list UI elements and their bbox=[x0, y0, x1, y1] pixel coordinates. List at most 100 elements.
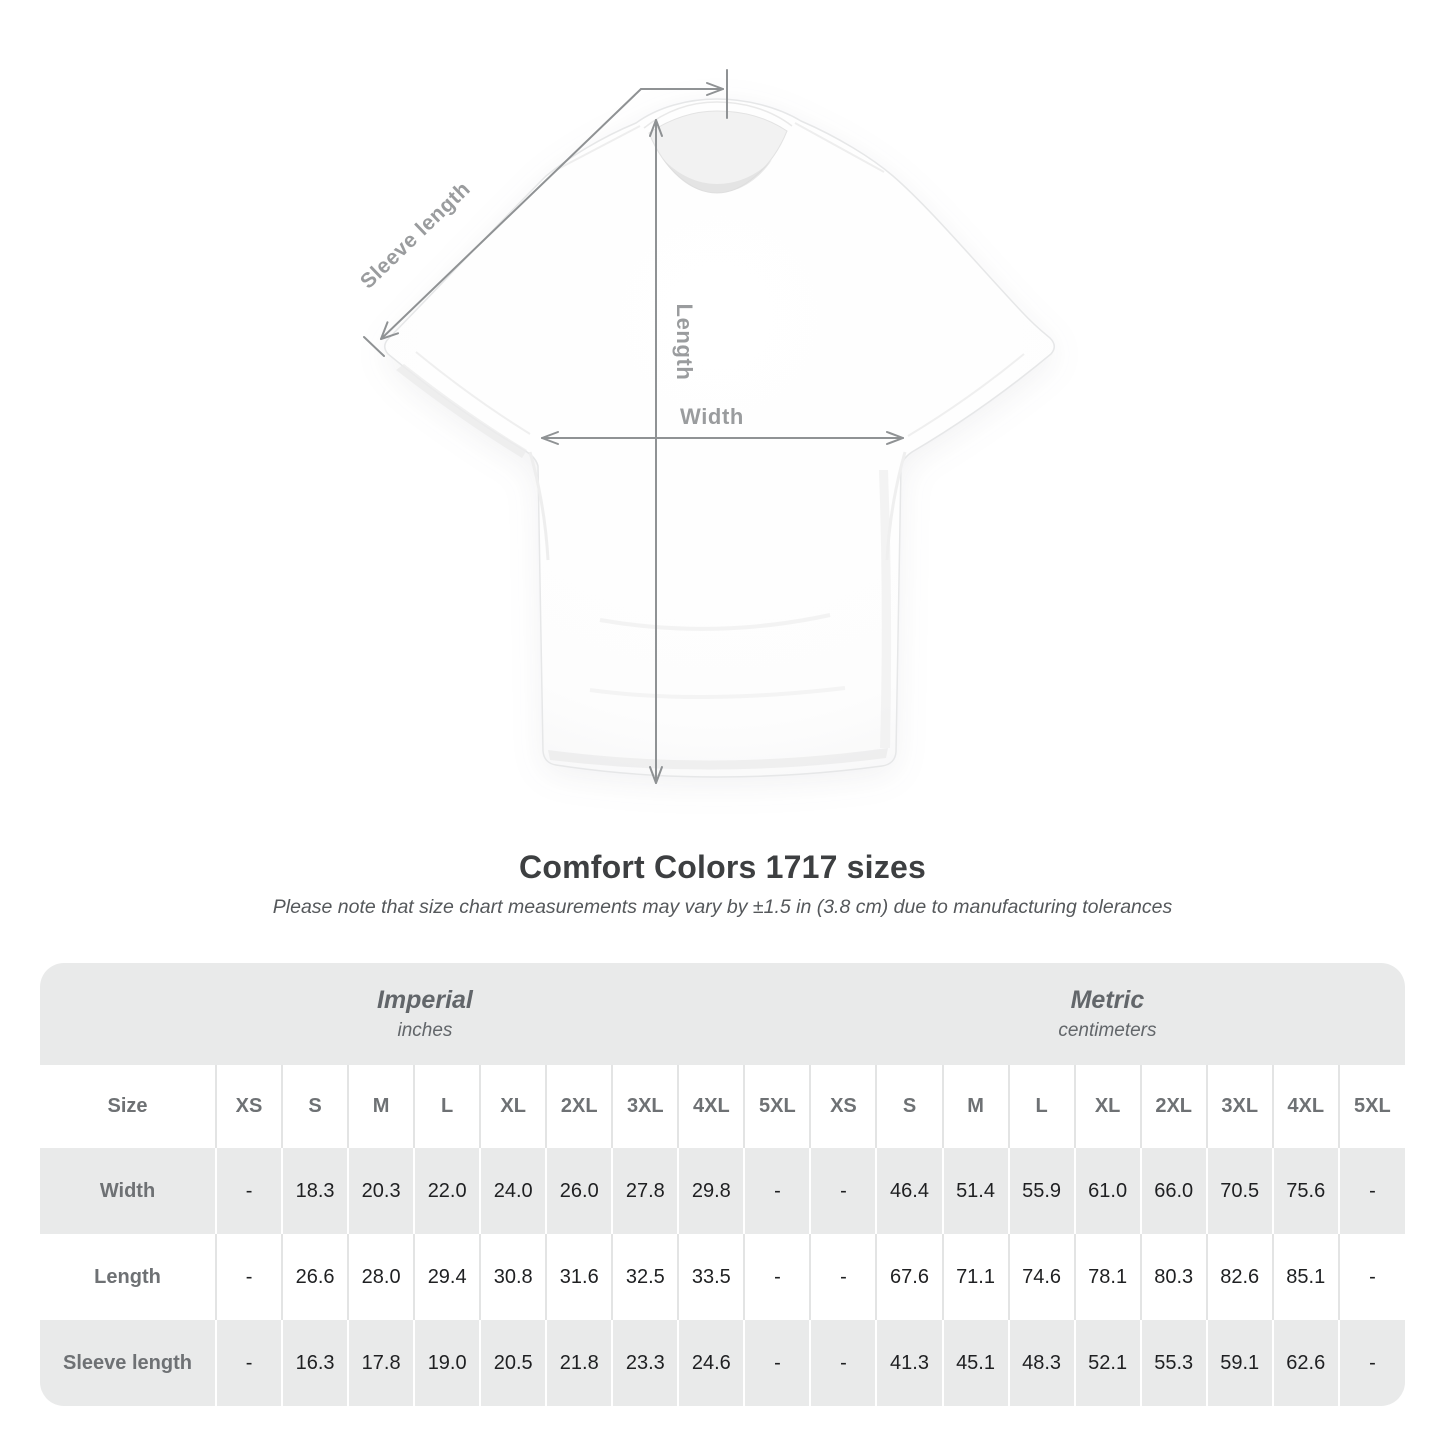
measurement-value: - bbox=[743, 1320, 811, 1406]
tshirt-collar-seam bbox=[643, 101, 793, 129]
measurement-row: Width -18.3 20.3 22.0 24.0 26.0 27.8 29.8- -46.4… bbox=[40, 1148, 1405, 1234]
measurement-value: - bbox=[809, 1234, 877, 1320]
metric-unit-label: centimeters bbox=[1058, 1020, 1157, 1041]
measurement-value: 52.1 bbox=[1073, 1320, 1141, 1406]
size-corner-label: Size bbox=[107, 1095, 148, 1117]
metric-section-header: Metric centimeters bbox=[810, 963, 1405, 1065]
measurement-value: - bbox=[743, 1148, 811, 1234]
tshirt-right-armpit-crease bbox=[885, 451, 907, 561]
measurement-value: - bbox=[809, 1320, 877, 1406]
measurement-value: 74.6 bbox=[1007, 1234, 1075, 1320]
size-column-header: 5XL bbox=[743, 1065, 811, 1148]
measurement-value: 19.0 bbox=[413, 1320, 481, 1406]
size-header-row: Size XS S M L XL 2XL 3XL 4XL 5XL XS S M L XL 2XL 3XL 4XL 5… bbox=[40, 1065, 1405, 1148]
measurement-value: 28.0 bbox=[347, 1234, 415, 1320]
measurement-value: 16.3 bbox=[281, 1320, 349, 1406]
size-column-header: XS bbox=[214, 1065, 283, 1148]
measurement-value: 55.3 bbox=[1139, 1320, 1207, 1406]
size-column-header: 4XL bbox=[677, 1065, 745, 1148]
measurement-value: - bbox=[1337, 1320, 1405, 1406]
measurement-value: 80.3 bbox=[1139, 1234, 1207, 1320]
measurement-value: 45.1 bbox=[941, 1320, 1009, 1406]
measurement-value: - bbox=[743, 1234, 811, 1320]
measurement-row-label: Width bbox=[99, 1179, 156, 1202]
imperial-unit-label: inches bbox=[397, 1020, 453, 1041]
measurement-value: 24.6 bbox=[677, 1320, 745, 1406]
tshirt-neck-shadow bbox=[662, 158, 772, 193]
measurement-value: 24.0 bbox=[479, 1148, 547, 1234]
measurement-value: 29.4 bbox=[413, 1234, 481, 1320]
measurement-value: - bbox=[214, 1148, 283, 1234]
measurement-value: 18.3 bbox=[281, 1148, 349, 1234]
unit-band: Imperial inches Metric centimeters bbox=[40, 963, 1405, 1065]
measurement-value: 59.1 bbox=[1205, 1320, 1273, 1406]
measurement-value: 41.3 bbox=[875, 1320, 943, 1406]
measurement-value: 21.8 bbox=[545, 1320, 613, 1406]
width-arrow: Width bbox=[541, 404, 904, 445]
tshirt-right-shoulder-seam bbox=[794, 122, 885, 173]
page-title: Comfort Colors 1717 sizes bbox=[519, 849, 926, 885]
tolerance-note: Please note that size chart measurements… bbox=[272, 896, 1173, 918]
size-column-header: L bbox=[413, 1065, 481, 1148]
measurement-value: 66.0 bbox=[1139, 1148, 1207, 1234]
tshirt-right-sleeve-stitch bbox=[907, 353, 1025, 437]
tshirt-hem-shadow bbox=[548, 748, 888, 770]
size-column-header: XS bbox=[809, 1065, 877, 1148]
size-column-header: M bbox=[941, 1065, 1009, 1148]
size-table: Imperial inches Metric centimeters Size X… bbox=[40, 963, 1405, 1406]
imperial-section-header: Imperial inches bbox=[40, 963, 810, 1065]
measurement-value: 78.1 bbox=[1073, 1234, 1141, 1320]
tshirt-left-sleeve-stitch bbox=[415, 351, 531, 435]
tshirt-measurement-diagram: Sleeve length Length Width bbox=[356, 69, 1055, 784]
size-column-header: L bbox=[1007, 1065, 1075, 1148]
measurement-value: 30.8 bbox=[479, 1234, 547, 1320]
measurement-value: 85.1 bbox=[1271, 1234, 1339, 1320]
tshirt-wrinkle bbox=[589, 686, 846, 700]
size-column-header: 5XL bbox=[1337, 1065, 1405, 1148]
size-column-header: 2XL bbox=[545, 1065, 613, 1148]
tshirt-wrinkle bbox=[599, 613, 831, 631]
measurement-value: 32.5 bbox=[611, 1234, 679, 1320]
size-column-header: 3XL bbox=[1205, 1065, 1273, 1148]
measurement-value: 62.6 bbox=[1271, 1320, 1339, 1406]
measurement-value: 67.6 bbox=[875, 1234, 943, 1320]
measurement-value: 23.3 bbox=[611, 1320, 679, 1406]
measurement-value: 27.8 bbox=[611, 1148, 679, 1234]
measurement-row-label: Sleeve length bbox=[63, 1351, 192, 1374]
imperial-label: Imperial bbox=[376, 986, 473, 1014]
tshirt-left-sleeve-shadow bbox=[396, 364, 527, 458]
measurement-value: 20.3 bbox=[347, 1148, 415, 1234]
width-label: Width bbox=[680, 404, 744, 429]
measurement-row: Length -26.6 28.0 29.4 30.8 31.6 32.5 33.5- -67.… bbox=[40, 1234, 1405, 1320]
measurement-value: 71.1 bbox=[941, 1234, 1009, 1320]
measurement-value: 31.6 bbox=[545, 1234, 613, 1320]
measurement-value: 70.5 bbox=[1205, 1148, 1273, 1234]
tshirt-left-armpit-crease bbox=[528, 451, 550, 561]
measurement-value: 46.4 bbox=[875, 1148, 943, 1234]
measurement-value: 22.0 bbox=[413, 1148, 481, 1234]
measurement-value: 55.9 bbox=[1007, 1148, 1075, 1234]
size-column-header: 4XL bbox=[1271, 1065, 1339, 1148]
measurement-value: - bbox=[809, 1148, 877, 1234]
measurement-value: - bbox=[1337, 1148, 1405, 1234]
measurement-value: 61.0 bbox=[1073, 1148, 1141, 1234]
measurement-row: Sleeve length -16.3 17.8 19.0 20.5 21.8 23.3 24… bbox=[40, 1320, 1405, 1406]
size-column-header: XL bbox=[479, 1065, 547, 1148]
measurement-value: - bbox=[1337, 1234, 1405, 1320]
measurement-value: 75.6 bbox=[1271, 1148, 1339, 1234]
measurement-value: 20.5 bbox=[479, 1320, 547, 1406]
metric-label: Metric bbox=[1070, 986, 1145, 1014]
measurement-value: 29.8 bbox=[677, 1148, 745, 1234]
measurement-value: - bbox=[214, 1320, 283, 1406]
measurement-value: 51.4 bbox=[941, 1148, 1009, 1234]
length-label: Length bbox=[672, 304, 697, 381]
measurement-value: - bbox=[214, 1234, 283, 1320]
measurement-value: 48.3 bbox=[1007, 1320, 1075, 1406]
tshirt-left-shoulder-seam bbox=[555, 125, 641, 171]
size-column-header: S bbox=[875, 1065, 943, 1148]
length-arrow: Length bbox=[649, 119, 697, 784]
measurement-value: 33.5 bbox=[677, 1234, 745, 1320]
size-column-header: 2XL bbox=[1139, 1065, 1207, 1148]
measurement-row-label: Length bbox=[94, 1265, 161, 1288]
